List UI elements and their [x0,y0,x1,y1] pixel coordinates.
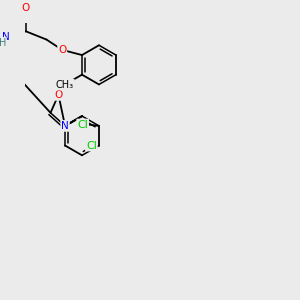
Text: O: O [54,90,63,100]
Text: H: H [0,38,6,48]
Text: N: N [61,121,69,131]
Text: N: N [2,32,9,42]
Text: O: O [22,3,30,13]
Text: Cl: Cl [77,119,88,130]
Text: O: O [58,45,66,55]
Text: CH₃: CH₃ [56,80,74,90]
Text: Cl: Cl [86,140,97,151]
